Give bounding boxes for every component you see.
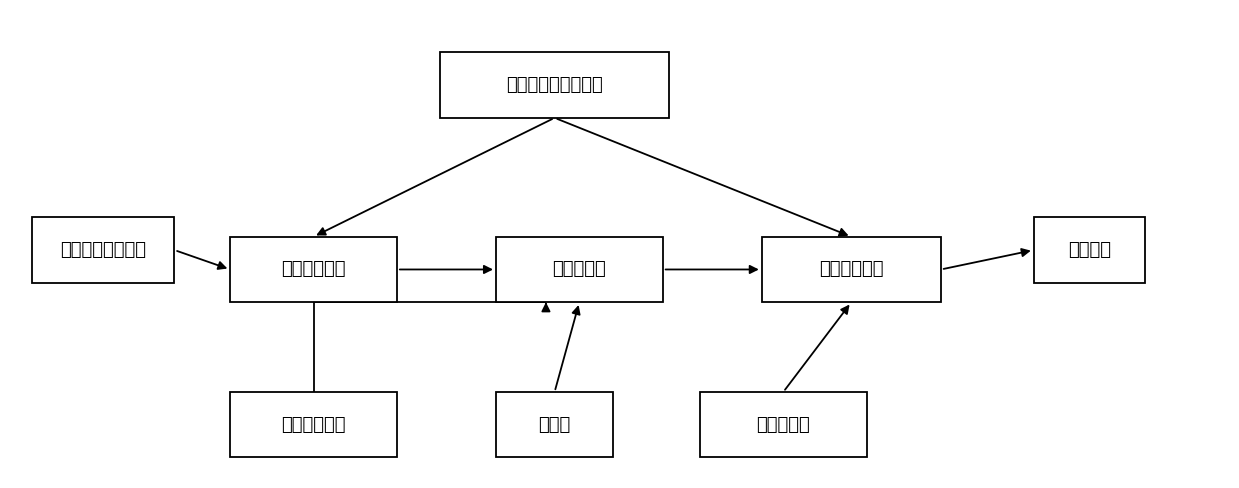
- Bar: [32, 217, 175, 283]
- Text: 电压表: 电压表: [539, 416, 571, 434]
- Bar: [700, 392, 867, 457]
- Text: 第二电流表: 第二电流表: [757, 416, 810, 434]
- Text: 智能充放电管理模块: 智能充放电管理模块: [507, 76, 603, 94]
- Bar: [496, 392, 613, 457]
- Text: 充电控制电路: 充电控制电路: [281, 261, 346, 279]
- Bar: [762, 237, 940, 302]
- Text: 储能蓄电池: 储能蓄电池: [553, 261, 606, 279]
- Bar: [230, 237, 396, 302]
- Bar: [440, 52, 669, 118]
- Text: 太阳能光伏电池组: 太阳能光伏电池组: [61, 241, 146, 259]
- Text: 电量积分模块: 电量积分模块: [281, 416, 346, 434]
- Bar: [1033, 217, 1145, 283]
- Text: 用户负载: 用户负载: [1068, 241, 1111, 259]
- Text: 放电控制回路: 放电控制回路: [819, 261, 883, 279]
- Bar: [496, 237, 663, 302]
- Bar: [230, 392, 396, 457]
